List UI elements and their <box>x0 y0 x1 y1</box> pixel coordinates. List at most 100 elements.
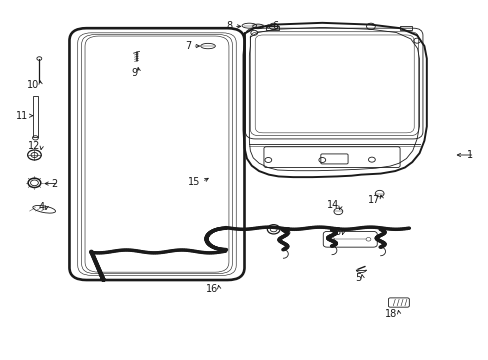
Circle shape <box>284 230 286 232</box>
Circle shape <box>102 279 105 281</box>
Circle shape <box>274 226 277 229</box>
Circle shape <box>140 251 143 253</box>
Circle shape <box>285 246 288 248</box>
Circle shape <box>137 250 140 252</box>
Circle shape <box>224 249 227 251</box>
Circle shape <box>333 230 336 233</box>
Circle shape <box>205 240 208 242</box>
Circle shape <box>361 226 364 229</box>
Circle shape <box>338 228 341 230</box>
Circle shape <box>222 251 224 253</box>
Circle shape <box>342 228 345 230</box>
Circle shape <box>376 235 379 238</box>
Circle shape <box>403 228 406 230</box>
Circle shape <box>283 230 286 232</box>
Circle shape <box>207 232 210 234</box>
Circle shape <box>333 244 335 246</box>
Text: 15: 15 <box>188 177 201 187</box>
Circle shape <box>328 239 331 241</box>
Circle shape <box>101 276 103 279</box>
Circle shape <box>216 228 219 230</box>
Circle shape <box>142 251 145 253</box>
Circle shape <box>375 236 378 238</box>
Circle shape <box>198 251 201 253</box>
Circle shape <box>205 239 208 241</box>
Circle shape <box>124 249 127 251</box>
Circle shape <box>98 269 100 271</box>
Circle shape <box>333 242 336 244</box>
Circle shape <box>219 228 222 230</box>
Circle shape <box>381 245 384 247</box>
Circle shape <box>278 238 281 240</box>
Circle shape <box>93 259 96 261</box>
Circle shape <box>283 248 286 250</box>
Circle shape <box>379 234 382 236</box>
Circle shape <box>284 247 287 249</box>
Circle shape <box>375 237 377 239</box>
Circle shape <box>285 245 288 247</box>
Text: 13: 13 <box>329 227 341 237</box>
Circle shape <box>282 248 285 250</box>
Circle shape <box>318 226 321 228</box>
Circle shape <box>220 228 223 230</box>
Circle shape <box>218 228 221 230</box>
Circle shape <box>351 228 354 230</box>
Circle shape <box>209 244 212 247</box>
Circle shape <box>205 237 208 238</box>
Circle shape <box>228 227 231 229</box>
Circle shape <box>100 273 102 275</box>
Circle shape <box>206 242 209 244</box>
Circle shape <box>158 252 161 254</box>
Circle shape <box>218 248 221 250</box>
Circle shape <box>178 249 181 251</box>
Circle shape <box>102 279 105 281</box>
Circle shape <box>115 250 118 252</box>
Circle shape <box>223 248 226 251</box>
Circle shape <box>366 226 369 228</box>
Circle shape <box>106 251 109 253</box>
Circle shape <box>390 228 393 230</box>
Circle shape <box>214 229 217 231</box>
Circle shape <box>163 251 166 253</box>
Circle shape <box>133 249 136 252</box>
Circle shape <box>94 260 97 262</box>
Circle shape <box>325 226 328 229</box>
Circle shape <box>98 269 101 271</box>
Circle shape <box>331 230 334 232</box>
Circle shape <box>334 231 337 234</box>
Circle shape <box>380 229 383 231</box>
Circle shape <box>334 232 337 234</box>
Circle shape <box>101 276 103 278</box>
Text: 8: 8 <box>226 21 232 31</box>
Text: 16: 16 <box>205 284 217 294</box>
Circle shape <box>235 228 238 230</box>
Circle shape <box>276 227 279 229</box>
Circle shape <box>261 226 264 229</box>
Circle shape <box>97 268 100 270</box>
Circle shape <box>280 237 283 239</box>
Circle shape <box>364 226 367 228</box>
Circle shape <box>94 260 97 262</box>
Circle shape <box>215 229 218 231</box>
Circle shape <box>173 249 176 252</box>
Circle shape <box>92 257 95 259</box>
Circle shape <box>221 248 224 251</box>
Circle shape <box>102 278 104 280</box>
Circle shape <box>98 270 101 272</box>
Text: 10: 10 <box>27 80 39 90</box>
Circle shape <box>214 251 217 253</box>
Circle shape <box>101 276 103 278</box>
Circle shape <box>285 244 288 247</box>
Circle shape <box>215 247 218 249</box>
Circle shape <box>212 230 215 232</box>
Circle shape <box>95 262 98 265</box>
Circle shape <box>200 251 203 253</box>
Circle shape <box>380 233 383 235</box>
Circle shape <box>363 226 366 229</box>
Text: 1: 1 <box>466 150 472 160</box>
Circle shape <box>131 249 134 252</box>
Circle shape <box>381 233 384 235</box>
Circle shape <box>205 235 208 238</box>
Text: 2: 2 <box>51 179 57 189</box>
Circle shape <box>396 228 398 230</box>
